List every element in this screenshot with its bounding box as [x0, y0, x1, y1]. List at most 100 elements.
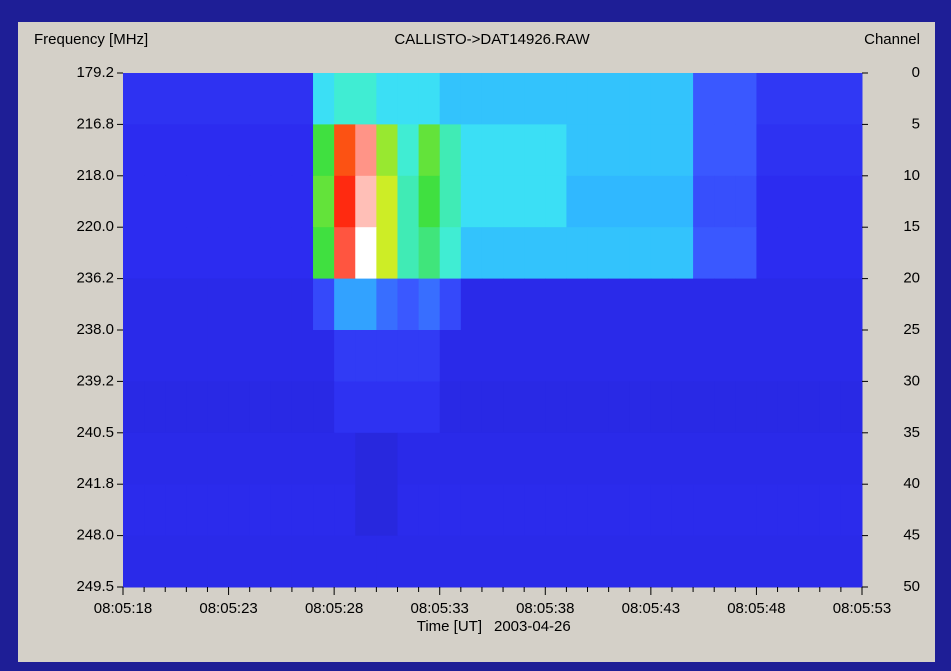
y2-tick-label: 15	[903, 218, 920, 235]
heatmap-cell	[123, 535, 145, 588]
heatmap-cell	[123, 175, 145, 228]
heatmap-cell	[798, 381, 821, 434]
heatmap-cell	[629, 175, 652, 228]
heatmap-cell	[735, 330, 757, 382]
heatmap-cell	[376, 330, 398, 382]
y2-tick-label: 35	[903, 424, 920, 441]
heatmap-cell	[524, 227, 546, 280]
heatmap-cell	[291, 484, 314, 537]
heatmap-cell	[545, 278, 567, 331]
heatmap-cell	[608, 381, 631, 434]
heatmap-cell	[270, 432, 293, 485]
heatmap-cell	[207, 330, 230, 382]
heatmap-cell	[777, 381, 800, 434]
heatmap-cell	[460, 535, 483, 588]
heatmap-cell	[397, 484, 420, 537]
heatmap-cell	[714, 535, 736, 588]
heatmap-cell	[566, 227, 589, 280]
heatmap-cell	[650, 330, 673, 382]
heatmap-cell	[587, 227, 610, 280]
heatmap-cell	[503, 175, 525, 228]
heatmap-cell	[566, 432, 589, 485]
heatmap-cell	[313, 227, 335, 280]
heatmap-cell	[144, 278, 166, 331]
heatmap-cell	[693, 381, 715, 434]
heatmap-cell	[671, 175, 694, 228]
heatmap-cell	[650, 278, 673, 331]
heatmap-cell	[629, 227, 652, 280]
y2-tick-label: 10	[903, 167, 920, 184]
heatmap-cell	[144, 432, 166, 485]
heatmap-cell	[355, 484, 377, 537]
heatmap-cell	[228, 175, 251, 228]
heatmap-cell	[228, 484, 251, 537]
heatmap-cell	[819, 73, 842, 125]
heatmap-cell	[165, 175, 187, 228]
heatmap-cell	[376, 175, 398, 228]
heatmap-cell	[714, 175, 736, 228]
heatmap-cell	[355, 381, 377, 434]
heatmap-cell	[503, 227, 525, 280]
heatmap-cell	[566, 73, 589, 125]
heatmap-cell	[693, 330, 715, 382]
heatmap-cell	[439, 484, 462, 537]
heatmap-cell	[186, 73, 208, 125]
heatmap-cell	[777, 73, 800, 125]
heatmap-cell	[735, 227, 757, 280]
heatmap-cell	[693, 227, 715, 280]
heatmap-cell	[650, 535, 673, 588]
heatmap-cell	[735, 175, 757, 228]
heatmap-cell	[777, 484, 800, 537]
heatmap-cell	[270, 535, 293, 588]
heatmap-cell	[840, 381, 863, 434]
heatmap-cell	[165, 124, 187, 177]
heatmap-cell	[123, 227, 145, 280]
heatmap-cell	[397, 175, 420, 228]
heatmap-cell	[207, 73, 230, 125]
heatmap-cell	[798, 175, 821, 228]
heatmap-cell	[819, 278, 842, 331]
heatmap-cell	[693, 73, 715, 125]
heatmap-cell	[207, 535, 230, 588]
heatmap-cell	[207, 432, 230, 485]
heatmap-cell	[249, 73, 272, 125]
heatmap-cell	[186, 124, 208, 177]
heatmap-cell	[249, 227, 272, 280]
heatmap-cell	[439, 124, 462, 177]
heatmap-cell	[650, 124, 673, 177]
heatmap-cell	[186, 432, 208, 485]
heatmap-cell	[481, 175, 504, 228]
heatmap-cell	[228, 330, 251, 382]
heatmap-cell	[587, 535, 610, 588]
heatmap-cell	[397, 227, 420, 280]
heatmap-cell	[735, 535, 757, 588]
heatmap-cell	[249, 432, 272, 485]
heatmap-cell	[566, 535, 589, 588]
heatmap-cell	[313, 484, 335, 537]
heatmap-cell	[798, 278, 821, 331]
heatmap-cell	[481, 278, 504, 331]
y2-tick-label: 0	[912, 64, 920, 81]
heatmap-cell	[291, 381, 314, 434]
heatmap	[123, 73, 863, 588]
heatmap-cell	[355, 278, 377, 331]
heatmap-cell	[650, 432, 673, 485]
heatmap-cell	[545, 432, 567, 485]
heatmap-cell	[397, 381, 420, 434]
heatmap-cell	[355, 432, 377, 485]
heatmap-cell	[144, 381, 166, 434]
heatmap-cell	[144, 124, 166, 177]
heatmap-cell	[355, 73, 377, 125]
heatmap-cell	[629, 484, 652, 537]
heatmap-cell	[249, 381, 272, 434]
heatmap-cell	[418, 278, 441, 331]
heatmap-cell	[545, 484, 567, 537]
heatmap-cell	[798, 330, 821, 382]
heatmap-cell	[587, 432, 610, 485]
heatmap-cell	[418, 227, 441, 280]
heatmap-cell	[418, 73, 441, 125]
heatmap-cell	[165, 535, 187, 588]
heatmap-cell	[207, 278, 230, 331]
heatmap-cell	[756, 432, 779, 485]
heatmap-cell	[291, 535, 314, 588]
